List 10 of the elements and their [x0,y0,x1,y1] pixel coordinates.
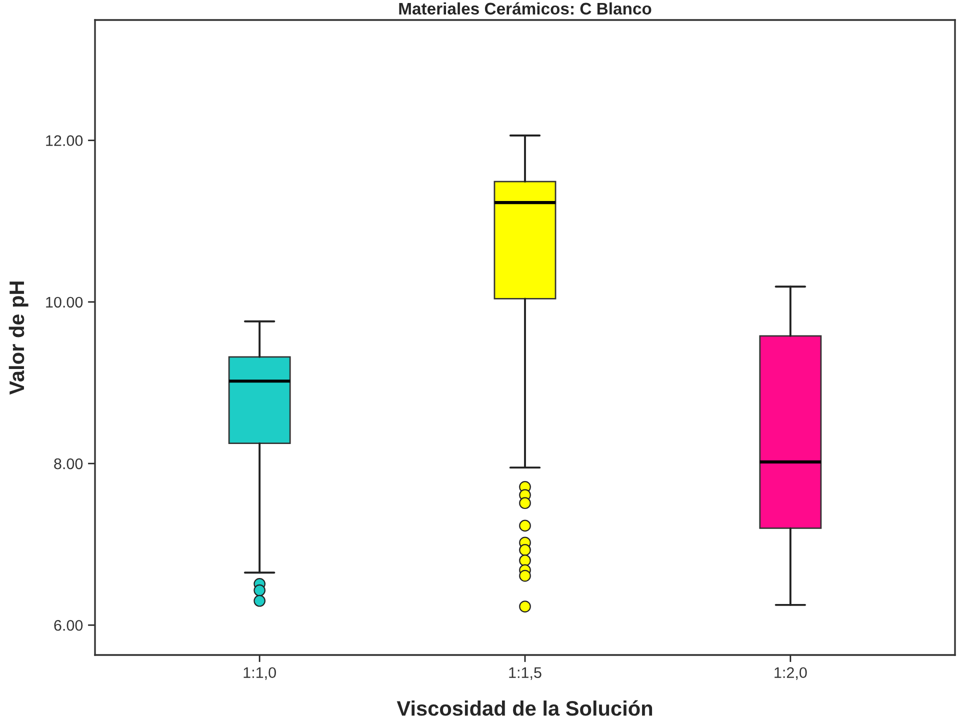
x-tick-label: 1:2,0 [774,667,807,680]
y-tick-label: 6.00 [54,620,83,631]
y-tick-label: 8.00 [54,458,83,470]
x-axis-title: Viscosidad de la Solución [396,700,652,716]
y-axis-title: Valor de pH [8,282,28,395]
y-tick-label: 10.00 [46,296,83,308]
chart-title: Materiales Cerámicos: C Blanco [399,2,652,15]
y-tick-label: 12.00 [46,135,83,146]
x-tick-label: 1:1,5 [509,667,542,680]
x-tick-label: 1:1,0 [244,667,276,680]
